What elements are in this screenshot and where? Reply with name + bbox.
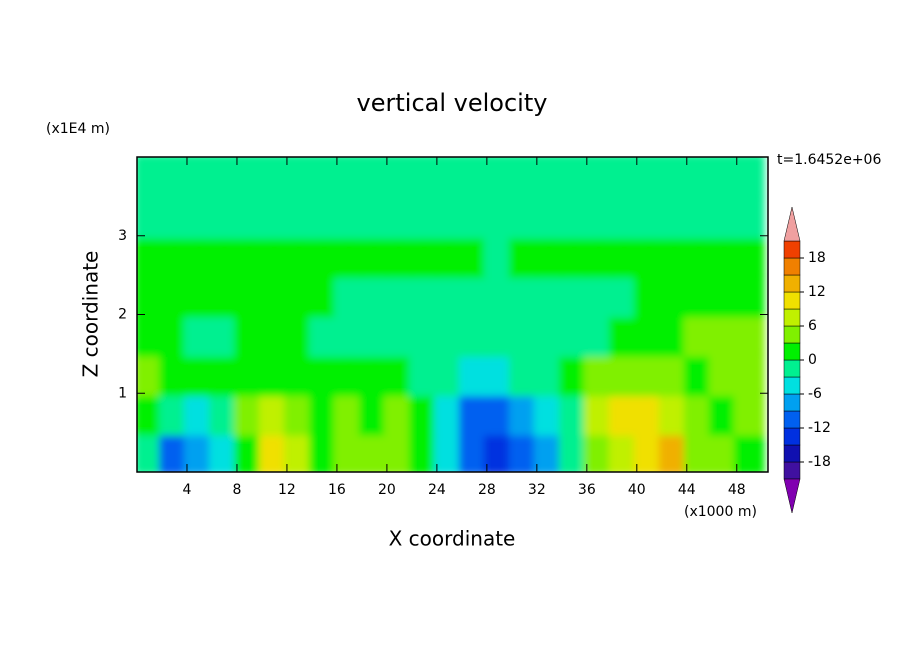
colorbar-box (783, 461, 801, 480)
y-axis-label: Z coordinate (79, 251, 103, 378)
contour-cell (733, 390, 765, 436)
x-tick-label: 16 (328, 482, 346, 498)
colorbar-box (783, 274, 801, 293)
colorbar-max-triangle (783, 206, 801, 242)
x-tick-label: 44 (678, 482, 696, 498)
x-tick-label: 20 (378, 482, 396, 498)
x-unit: (x1000 m) (684, 504, 757, 520)
contour-field (137, 157, 765, 472)
colorbar-box (783, 240, 801, 259)
colorbar-box (783, 359, 801, 378)
contour-cell (733, 272, 765, 318)
contour-cells (137, 157, 765, 472)
y-unit: (x1E4 m) (46, 121, 110, 137)
colorbar-min-triangle (783, 478, 801, 514)
colorbar-tick-label: -18 (808, 454, 831, 470)
colorbar-box (783, 410, 801, 429)
x-tick-label: 36 (578, 482, 596, 498)
y-tick-label: 1 (118, 385, 127, 401)
colorbar-tick-label: 0 (808, 352, 817, 368)
x-tick-label: 28 (478, 482, 496, 498)
x-tick-label: 40 (628, 482, 646, 498)
contour-cell (733, 350, 765, 397)
colorbar-box (783, 325, 801, 344)
chart-title: vertical velocity (357, 89, 548, 117)
contour-cell (733, 429, 765, 472)
colorbar-box (783, 257, 801, 276)
colorbar-box (783, 427, 801, 446)
colorbar-box (783, 376, 801, 395)
colorbar-box (783, 308, 801, 327)
colorbar-box (783, 444, 801, 463)
x-tick-label: 8 (232, 482, 241, 498)
colorbar-tick-label: 6 (808, 318, 817, 334)
y-tick-label: 3 (118, 228, 127, 244)
contour-cell (733, 232, 765, 279)
x-tick-label: 32 (528, 482, 546, 498)
x-tick-label: 12 (278, 482, 296, 498)
x-axis-label: X coordinate (389, 527, 516, 551)
contour-cell (733, 157, 765, 200)
colorbar-box (783, 291, 801, 310)
x-tick-label: 24 (428, 482, 446, 498)
colorbar-tick-label: 18 (808, 250, 826, 266)
x-tick-label: 4 (183, 482, 192, 498)
contour-cell (733, 193, 765, 239)
colorbar-box (783, 342, 801, 361)
colorbar-tick-label: 12 (808, 284, 826, 300)
y-tick-label: 2 (118, 307, 127, 323)
colorbar-box (783, 393, 801, 412)
contour-cell (733, 311, 765, 357)
colorbar-tick-label: -12 (808, 420, 831, 436)
colorbar-tick-label: -6 (808, 386, 822, 402)
x-tick-label: 48 (728, 482, 746, 498)
time-annotation: t=1.6452e+06 (777, 152, 881, 168)
